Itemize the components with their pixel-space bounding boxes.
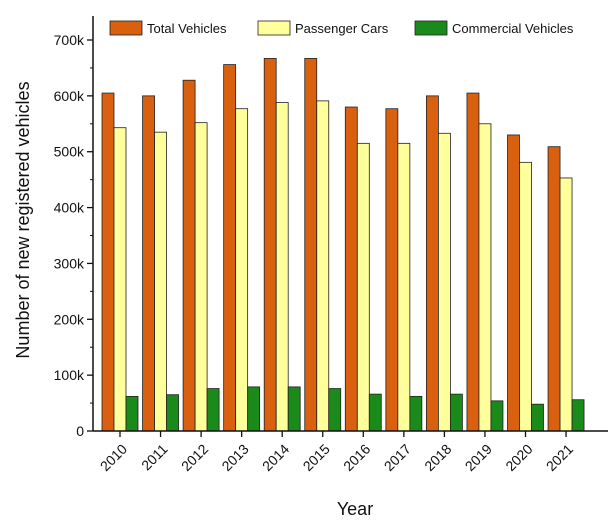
bar-passenger-cars-2013 xyxy=(235,108,249,432)
bar-passenger-cars-2016 xyxy=(356,142,370,432)
y-tick-label: 0 xyxy=(76,423,84,439)
legend-label-commercial-vehicles: Commercial Vehicles xyxy=(452,21,574,36)
bar-total-vehicles-2017 xyxy=(385,108,399,432)
bar-commercial-vehicles-2018 xyxy=(449,393,463,432)
y-tick-label: 700k xyxy=(54,32,85,48)
x-tick-label: 2015 xyxy=(300,441,333,474)
bar-commercial-vehicles-2017 xyxy=(409,395,423,432)
bar-commercial-vehicles-2021 xyxy=(571,399,585,432)
bar-passenger-cars-2012 xyxy=(194,122,208,432)
x-axis-title: Year xyxy=(337,499,373,519)
bar-passenger-cars-2010 xyxy=(113,127,127,432)
legend-swatch-passenger-cars xyxy=(257,20,291,36)
bar-passenger-cars-2021 xyxy=(559,177,573,432)
y-ticks-group: 0 100k 200k 300k 400k 500k 600k 700k xyxy=(54,32,93,439)
bar-total-vehicles-2010 xyxy=(101,92,115,432)
bar-commercial-vehicles-2020 xyxy=(531,403,544,432)
x-tick-label: 2010 xyxy=(97,441,130,474)
y-tick-label: 300k xyxy=(54,255,85,271)
y-tick-label: 400k xyxy=(54,200,85,216)
bar-commercial-vehicles-2011 xyxy=(166,394,179,432)
bar-total-vehicles-2013 xyxy=(223,64,237,432)
x-ticks-group: 2010 2011 2012 2013 2014 2015 2016 2017 2018 2019… xyxy=(97,431,576,474)
bar-commercial-vehicles-2013 xyxy=(247,386,261,432)
y-tick-label: 600k xyxy=(54,88,85,104)
x-tick-label: 2013 xyxy=(218,441,251,474)
axes-group xyxy=(92,16,608,432)
y-tick-label: 500k xyxy=(54,144,85,160)
bar-total-vehicles-2012 xyxy=(182,79,196,432)
bar-commercial-vehicles-2019 xyxy=(490,400,504,432)
bar-commercial-vehicles-2012 xyxy=(206,388,220,432)
legend-swatch-commercial-vehicles xyxy=(414,20,448,36)
x-tick-label: 2019 xyxy=(462,441,495,474)
legend-label-passenger-cars: Passenger Cars xyxy=(295,21,389,36)
bar-total-vehicles-2016 xyxy=(344,106,358,432)
x-tick-label: 2016 xyxy=(340,441,373,474)
bar-commercial-vehicles-2010 xyxy=(125,395,139,432)
y-axis-title: Number of new registered vehicles xyxy=(13,81,33,358)
bar-total-vehicles-2015 xyxy=(304,58,318,432)
x-tick-label: 2012 xyxy=(178,441,211,474)
x-tick-label: 2020 xyxy=(502,441,535,474)
legend-label-total-vehicles: Total Vehicles xyxy=(147,21,227,36)
bar-passenger-cars-2011 xyxy=(154,131,167,432)
x-tick-label: 2011 xyxy=(138,441,171,474)
legend: Total Vehicles Passenger Cars Commercial… xyxy=(109,20,574,36)
bar-total-vehicles-2020 xyxy=(507,134,520,432)
bar-passenger-cars-2018 xyxy=(437,132,451,432)
y-tick-label: 200k xyxy=(54,311,85,327)
bar-passenger-cars-2019 xyxy=(478,123,492,432)
x-tick-label: 2017 xyxy=(381,441,414,474)
bar-commercial-vehicles-2016 xyxy=(368,393,382,432)
bar-total-vehicles-2018 xyxy=(425,95,439,432)
bar-total-vehicles-2011 xyxy=(142,95,155,432)
bar-passenger-cars-2015 xyxy=(316,100,330,432)
bar-total-vehicles-2019 xyxy=(466,92,480,432)
bar-passenger-cars-2014 xyxy=(275,102,289,432)
x-tick-label: 2018 xyxy=(421,441,454,474)
bar-passenger-cars-2017 xyxy=(397,142,411,432)
bar-passenger-cars-2020 xyxy=(519,161,532,432)
bars-group xyxy=(101,58,585,432)
legend-swatch-total-vehicles xyxy=(109,20,143,36)
x-tick-label: 2021 xyxy=(543,441,576,474)
y-tick-label: 100k xyxy=(54,367,85,383)
x-tick-label: 2014 xyxy=(259,441,292,474)
bar-total-vehicles-2014 xyxy=(263,58,277,432)
bar-commercial-vehicles-2014 xyxy=(287,386,301,432)
bar-commercial-vehicles-2015 xyxy=(328,388,342,432)
bar-total-vehicles-2021 xyxy=(547,146,561,432)
